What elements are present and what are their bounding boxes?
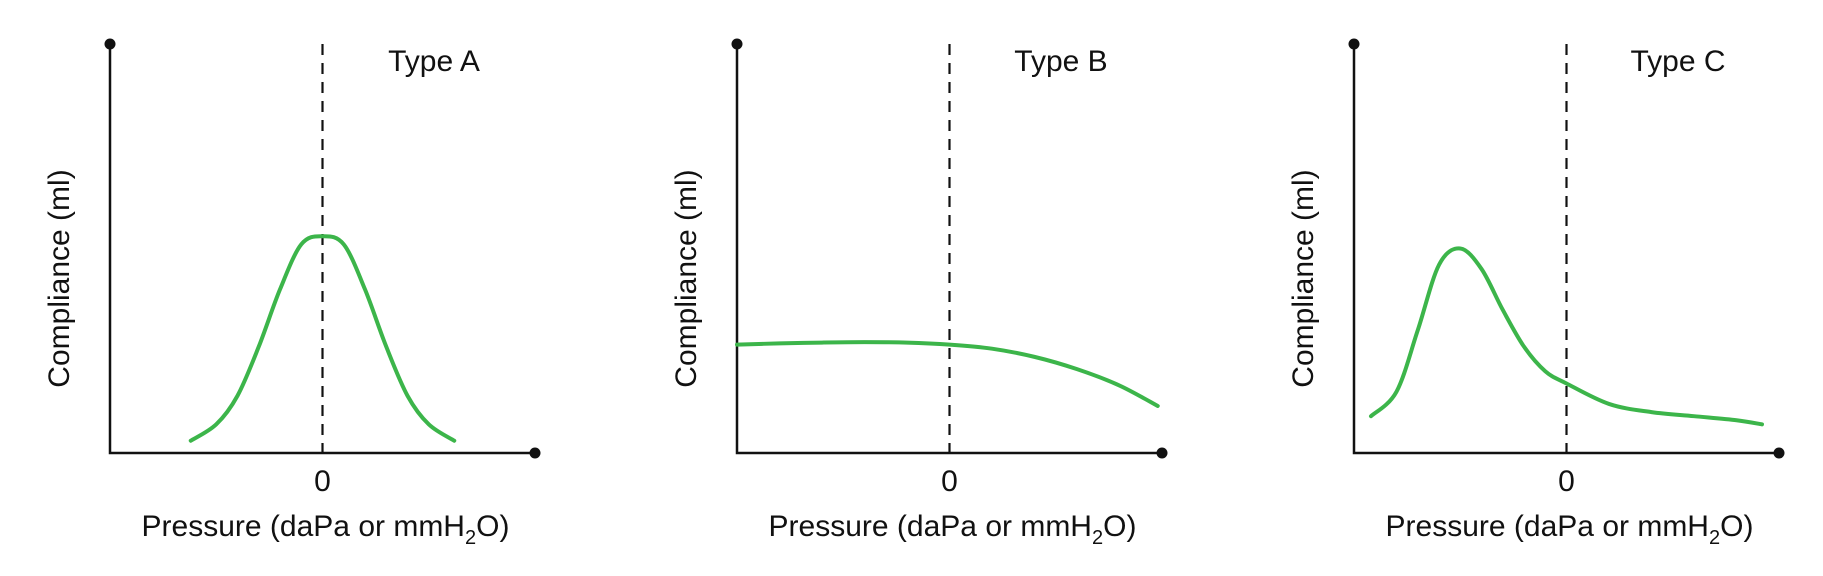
- chart-panel-3: Type C 0 Pressure (daPa or mmH2O) Complianc…: [1287, 38, 1785, 549]
- x-axis-label: Pressure (daPa or mmH2O): [769, 510, 1137, 549]
- chart-panel-2: Type B 0 Pressure (daPa or mmH2O) Complianc…: [670, 38, 1168, 549]
- axes-line: [1352, 44, 1779, 455]
- y-axis-label: Compliance (ml): [43, 169, 76, 387]
- y-axis-end-dot: [731, 38, 743, 50]
- y-axis-label: Compliance (ml): [670, 169, 703, 387]
- x-axis-end-dot: [1773, 447, 1785, 459]
- chart-title: Type B: [1014, 45, 1107, 78]
- y-axis-end-dot: [104, 38, 116, 50]
- x-tick-label: 0: [1558, 465, 1575, 498]
- x-axis-end-dot: [529, 447, 541, 459]
- x-axis-end-dot: [1156, 447, 1168, 459]
- x-axis-label: Pressure (daPa or mmH2O): [142, 510, 510, 549]
- compliance-curve: [735, 340, 1160, 408]
- chart-title: Type A: [388, 45, 480, 78]
- x-axis-label: Pressure (daPa or mmH2O): [1386, 510, 1754, 549]
- y-axis-label: Compliance (ml): [1287, 169, 1320, 387]
- x-tick-label: 0: [314, 465, 331, 498]
- chart-title: Type C: [1630, 45, 1725, 78]
- x-tick-label: 0: [941, 465, 958, 498]
- chart-panel-1: Type A 0 Pressure (daPa or mmH2O) Complianc…: [43, 38, 541, 549]
- compliance-curve: [188, 234, 457, 443]
- axes-line: [108, 44, 535, 455]
- y-axis-end-dot: [1348, 38, 1360, 50]
- compliance-curve: [1369, 246, 1764, 427]
- axes-line: [735, 44, 1162, 455]
